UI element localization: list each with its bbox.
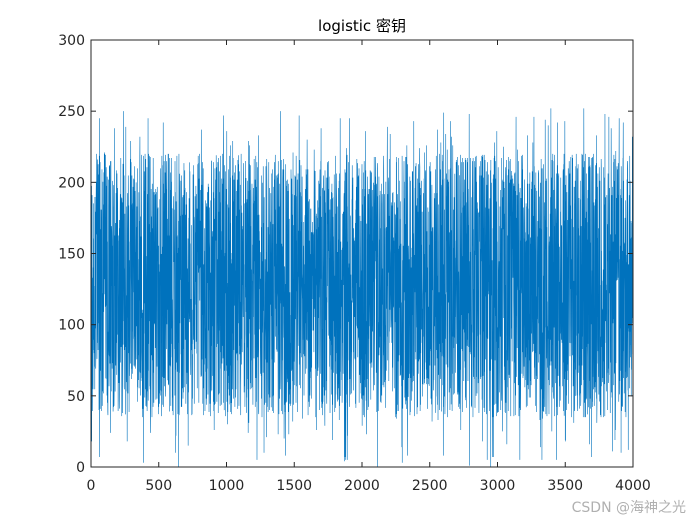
series-line: [90, 108, 634, 468]
chart-title: logistic 密钥: [318, 17, 406, 35]
y-tick-label: 150: [58, 247, 85, 263]
watermark: CSDN @海神之光: [571, 500, 686, 516]
y-tick-label: 300: [58, 33, 85, 49]
x-tick-label: 0: [87, 478, 96, 494]
y-tick-label: 100: [58, 318, 85, 334]
x-tick-label: 2000: [344, 478, 380, 494]
y-tick-label: 50: [67, 389, 85, 405]
x-tick-label: 500: [145, 478, 172, 494]
x-axis: 0 500 1000 1500 2000 2500 3000 3500 4000: [87, 40, 651, 494]
y-tick-label: 0: [76, 460, 85, 476]
x-tick-label: 3500: [547, 478, 583, 494]
x-tick-label: 2500: [412, 478, 448, 494]
y-tick-label: 200: [58, 175, 85, 191]
x-tick-label: 4000: [615, 478, 651, 494]
series-layer: [90, 108, 634, 468]
x-tick-label: 1000: [209, 478, 245, 494]
x-tick-label: 3000: [480, 478, 516, 494]
y-axis: 0 50 100 150 200 250 300: [58, 33, 633, 476]
y-tick-label: 250: [58, 104, 85, 120]
x-tick-label: 1500: [276, 478, 312, 494]
